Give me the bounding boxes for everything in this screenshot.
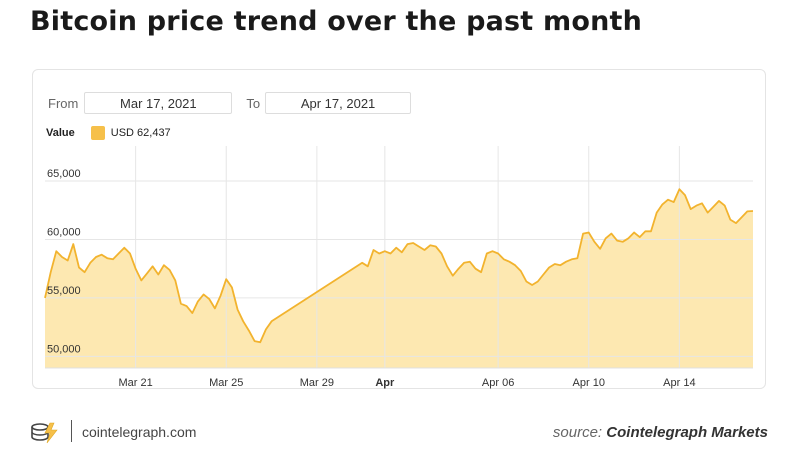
footer-source: source: Cointelegraph Markets	[553, 424, 768, 441]
price-area	[45, 189, 753, 368]
x-tick-label: Mar 25	[209, 377, 243, 389]
from-date-input[interactable]: Mar 17, 2021	[84, 92, 233, 114]
footer-site[interactable]: cointelegraph.com	[82, 424, 197, 440]
x-tick-label: Apr 10	[573, 377, 605, 389]
legend: Value USD 62,437	[46, 126, 171, 140]
x-tick-label: Mar 29	[300, 377, 334, 389]
x-tick-label: Apr 14	[663, 377, 695, 389]
x-tick-label: Apr	[375, 377, 395, 389]
legend-swatch	[90, 126, 105, 140]
legend-title: Value	[46, 127, 75, 139]
from-label: From	[48, 95, 79, 111]
y-tick-label: 60,000	[47, 226, 81, 238]
to-date-input[interactable]: Apr 17, 2021	[265, 92, 412, 114]
price-line	[44, 188, 754, 344]
date-range-selector: From Mar 17, 2021 To Apr 17, 2021	[48, 92, 412, 114]
chart-card: From Mar 17, 2021 To Apr 17, 2021 Value …	[32, 69, 766, 389]
x-tick-label: Mar 21	[118, 377, 152, 389]
page-title: Bitcoin price trend over the past month	[30, 6, 643, 37]
cointelegraph-logo-icon	[30, 421, 60, 450]
source-prefix: source:	[552, 424, 603, 441]
price-chart[interactable]: Mar 21 Mar 25 Mar 29 Apr Apr 06 Apr 10 Apr 14 5…	[33, 70, 767, 390]
y-tick-label: 50,000	[47, 343, 81, 355]
legend-entry: USD 62,437	[110, 127, 171, 139]
to-label: To	[246, 95, 261, 111]
footer-divider	[71, 420, 72, 442]
y-tick-label: 65,000	[47, 168, 81, 180]
x-tick-label: Apr 06	[482, 377, 514, 389]
source-name: Cointelegraph Markets	[606, 424, 768, 441]
y-tick-label: 55,000	[47, 285, 81, 297]
